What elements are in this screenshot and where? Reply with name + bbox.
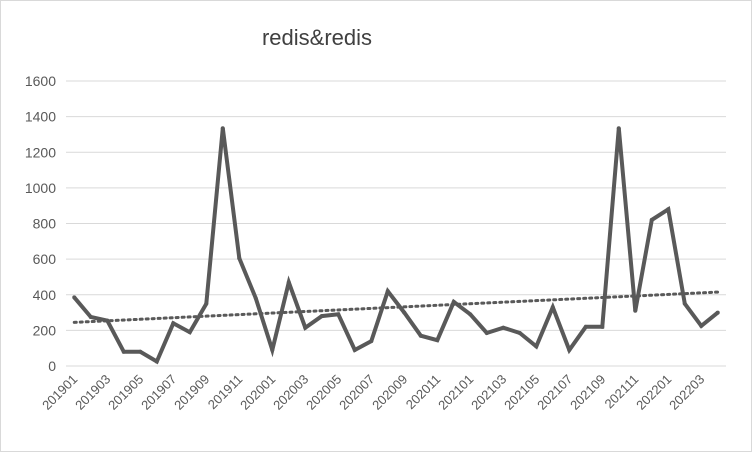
data-point xyxy=(171,321,176,326)
data-point xyxy=(336,312,341,317)
data-point xyxy=(418,333,423,338)
data-point xyxy=(550,305,555,310)
data-point xyxy=(352,347,357,352)
data-point xyxy=(666,207,671,212)
data-point xyxy=(105,318,110,323)
x-tick-label: 202103 xyxy=(468,372,509,413)
y-tick-label: 1200 xyxy=(25,144,56,160)
data-point xyxy=(715,310,720,315)
data-point xyxy=(253,296,258,301)
data-point xyxy=(220,126,225,131)
y-axis-ticks: 0 200 400 600 800 1000 1200 1400 1600 xyxy=(25,73,56,374)
data-point xyxy=(402,310,407,315)
trendline xyxy=(72,290,720,324)
x-tick-label: 202203 xyxy=(666,372,707,413)
data-point xyxy=(204,301,209,306)
x-tick-label: 202105 xyxy=(501,372,542,413)
data-point xyxy=(72,295,77,300)
x-tick-label: 202107 xyxy=(534,372,575,413)
data-point xyxy=(451,299,456,304)
data-point xyxy=(385,289,390,294)
x-tick-label: 201903 xyxy=(72,372,113,413)
data-point xyxy=(583,324,588,329)
x-tick-label: 202005 xyxy=(303,372,344,413)
data-point xyxy=(484,331,489,336)
data-point xyxy=(121,349,126,354)
x-tick-label: 202009 xyxy=(369,372,410,413)
gridlines xyxy=(66,80,726,331)
data-point xyxy=(369,339,374,344)
y-tick-label: 1000 xyxy=(25,180,56,196)
data-point xyxy=(649,217,654,222)
data-point xyxy=(633,308,638,313)
data-point xyxy=(501,325,506,330)
x-tick-label: 202007 xyxy=(336,372,377,413)
data-point xyxy=(88,315,93,320)
x-tick-label: 201909 xyxy=(171,372,212,413)
x-tick-label: 202109 xyxy=(567,372,608,413)
x-tick-label: 202101 xyxy=(435,372,476,413)
data-point xyxy=(600,324,605,329)
x-tick-label: 202001 xyxy=(237,372,278,413)
data-point xyxy=(468,312,473,317)
data-point xyxy=(682,301,687,306)
x-tick-label: 202011 xyxy=(403,372,444,413)
x-tick-label: 201911 xyxy=(205,372,246,413)
chart-title: redis&redis xyxy=(262,25,372,50)
data-point xyxy=(286,280,291,285)
y-tick-label: 200 xyxy=(33,322,57,338)
y-tick-label: 1600 xyxy=(25,73,56,89)
data-point xyxy=(699,323,704,328)
data-point xyxy=(517,331,522,336)
x-tick-label: 202201 xyxy=(633,372,674,413)
x-tick-label: 201905 xyxy=(105,372,146,413)
data-point xyxy=(567,347,572,352)
y-tick-label: 400 xyxy=(33,287,57,303)
data-point xyxy=(237,256,242,261)
x-axis-ticks: 2019012019032019052019072019092019112020… xyxy=(39,372,707,413)
data-points xyxy=(72,126,720,364)
x-tick-label: 201907 xyxy=(138,372,179,413)
y-tick-label: 0 xyxy=(48,358,56,374)
y-tick-label: 800 xyxy=(33,216,57,232)
data-point xyxy=(303,325,308,330)
data-point xyxy=(534,344,539,349)
data-point xyxy=(616,126,621,131)
series-line xyxy=(72,127,720,365)
data-point xyxy=(187,330,192,335)
x-tick-label: 202003 xyxy=(270,372,311,413)
x-tick-label: 201901 xyxy=(39,372,80,413)
data-point xyxy=(319,314,324,319)
data-point xyxy=(270,347,275,352)
y-tick-label: 600 xyxy=(33,251,57,267)
y-tick-label: 1400 xyxy=(25,109,56,125)
data-point xyxy=(138,349,143,354)
data-point xyxy=(435,338,440,343)
data-point xyxy=(154,359,159,364)
